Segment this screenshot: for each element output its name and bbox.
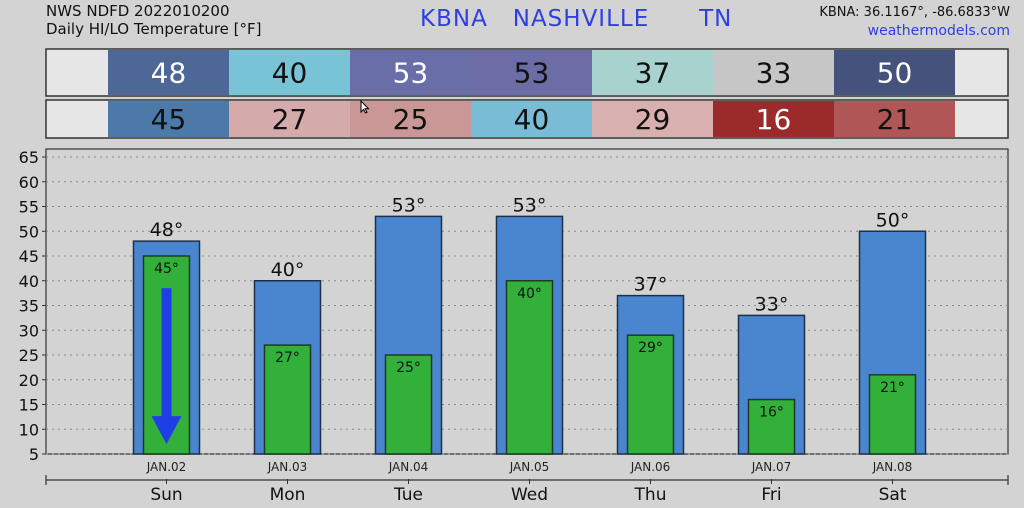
y-tick-label: 50 bbox=[19, 222, 39, 241]
product-label: NWS NDFD 2022010200 bbox=[46, 2, 230, 20]
low-strip-value: 27 bbox=[272, 103, 308, 136]
low-strip-value: 29 bbox=[635, 103, 671, 136]
low-data-label: 21° bbox=[880, 380, 905, 396]
header-right: KBNA: 36.1167°, -86.6833°W weathermodels… bbox=[819, 4, 1010, 40]
high-strip-cell bbox=[834, 50, 955, 95]
low-strip-value: 25 bbox=[393, 103, 429, 136]
high-data-label: 48° bbox=[150, 219, 184, 241]
day-tick-label: Fri bbox=[761, 485, 781, 505]
day-tick-label: Tue bbox=[393, 485, 423, 505]
low-strip-cell bbox=[350, 101, 471, 137]
high-strip-cell bbox=[713, 50, 834, 95]
mouse-cursor-icon bbox=[360, 100, 370, 114]
station-title: KBNA NASHVILLE TN bbox=[420, 6, 733, 32]
high-data-label: 40° bbox=[271, 259, 305, 281]
low-data-label: 40° bbox=[517, 286, 542, 302]
low-data-label: 27° bbox=[275, 350, 300, 366]
high-strip-value: 53 bbox=[514, 57, 550, 90]
low-data-label: 45° bbox=[154, 261, 179, 277]
station-coords: KBNA: 36.1167°, -86.6833°W bbox=[819, 5, 1010, 20]
low-strip-cell bbox=[471, 101, 592, 137]
high-data-label: 53° bbox=[513, 194, 547, 216]
date-tick-label: JAN.05 bbox=[509, 460, 550, 474]
y-tick-label: 30 bbox=[19, 321, 39, 340]
day-tick-label: Wed bbox=[511, 485, 548, 505]
low-strip-cell bbox=[108, 101, 229, 137]
y-tick-label: 25 bbox=[19, 346, 39, 365]
high-data-label: 37° bbox=[634, 274, 668, 296]
date-tick-label: JAN.06 bbox=[630, 460, 671, 474]
low-data-label: 25° bbox=[396, 360, 421, 376]
high-strip-cell bbox=[592, 50, 713, 95]
date-tick-label: JAN.04 bbox=[388, 460, 429, 474]
low-strip-value: 40 bbox=[514, 103, 550, 136]
y-tick-label: 20 bbox=[19, 371, 39, 390]
high-strip-cell bbox=[229, 50, 350, 95]
low-bar bbox=[263, 344, 312, 455]
high-strip-cell bbox=[350, 50, 471, 95]
high-strip-cell bbox=[471, 50, 592, 95]
y-tick-label: 5 bbox=[29, 445, 39, 464]
y-tick-label: 10 bbox=[19, 420, 39, 439]
date-tick-label: JAN.02 bbox=[146, 460, 187, 474]
low-bar bbox=[747, 398, 796, 455]
day-tick-label: Mon bbox=[270, 485, 306, 505]
y-tick-label: 60 bbox=[19, 173, 39, 192]
chart-subtitle: Daily HI/LO Temperature [°F] bbox=[46, 20, 262, 38]
header-left: NWS NDFD 2022010200 Daily HI/LO Temperat… bbox=[46, 2, 262, 38]
high-strip-value: 48 bbox=[151, 57, 187, 90]
low-bar bbox=[626, 334, 675, 455]
high-strip-value: 40 bbox=[272, 57, 308, 90]
down-arrow-head bbox=[151, 416, 182, 445]
day-tick-label: Thu bbox=[634, 485, 667, 505]
low-data-label: 16° bbox=[759, 405, 784, 421]
y-tick-label: 15 bbox=[19, 396, 39, 415]
high-strip-value: 33 bbox=[756, 57, 792, 90]
high-strip-value: 53 bbox=[393, 57, 429, 90]
y-tick-label: 65 bbox=[19, 148, 39, 167]
y-tick-label: 40 bbox=[19, 272, 39, 291]
day-tick-label: Sat bbox=[879, 485, 907, 505]
day-tick-label: Sun bbox=[150, 485, 182, 505]
low-strip-value: 45 bbox=[151, 103, 187, 136]
y-tick-label: 45 bbox=[19, 247, 39, 266]
low-strip-cell bbox=[713, 101, 834, 137]
low-strip-cell bbox=[592, 101, 713, 137]
low-data-label: 29° bbox=[638, 340, 663, 356]
low-bar bbox=[868, 374, 917, 455]
y-tick-label: 35 bbox=[19, 297, 39, 316]
high-data-label: 50° bbox=[876, 209, 910, 231]
site-link[interactable]: weathermodels.com bbox=[867, 23, 1010, 39]
low-strip-value: 21 bbox=[877, 103, 913, 136]
high-strip-cell bbox=[108, 50, 229, 95]
date-tick-label: JAN.03 bbox=[267, 460, 308, 474]
high-data-label: 33° bbox=[755, 293, 789, 315]
low-strip-cell bbox=[834, 101, 955, 137]
y-tick-label: 55 bbox=[19, 198, 39, 217]
date-tick-label: JAN.07 bbox=[751, 460, 792, 474]
low-bar bbox=[384, 354, 433, 455]
high-data-label: 53° bbox=[392, 194, 426, 216]
low-strip-cell bbox=[229, 101, 350, 137]
down-arrow-shaft bbox=[161, 288, 172, 419]
high-strip-value: 37 bbox=[635, 57, 671, 90]
date-tick-label: JAN.08 bbox=[872, 460, 913, 474]
high-strip-value: 50 bbox=[877, 57, 913, 90]
low-strip-value: 16 bbox=[756, 103, 792, 136]
low-bar bbox=[505, 280, 554, 455]
